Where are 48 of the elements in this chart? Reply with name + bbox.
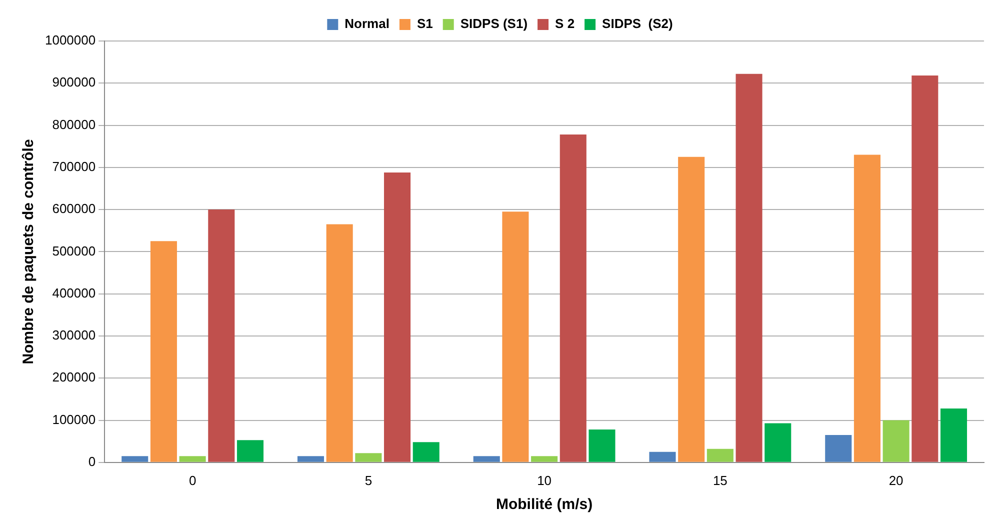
bar bbox=[355, 453, 382, 462]
bar bbox=[912, 76, 938, 462]
legend-label: SIDPS (S1) bbox=[460, 16, 528, 32]
y-tick-label: 0 bbox=[88, 454, 96, 469]
y-tick-label: 400000 bbox=[52, 285, 96, 300]
bar bbox=[531, 456, 558, 462]
legend-label: S 2 bbox=[555, 16, 575, 32]
bar bbox=[502, 212, 529, 462]
y-tick-label: 300000 bbox=[52, 328, 96, 343]
bar bbox=[882, 420, 910, 462]
y-tick-label: 700000 bbox=[52, 159, 96, 174]
y-tick-label: 500000 bbox=[52, 243, 96, 258]
bar bbox=[940, 408, 968, 462]
y-tick-label: 900000 bbox=[52, 74, 96, 90]
bar bbox=[208, 210, 235, 462]
bar bbox=[236, 440, 264, 462]
bar bbox=[649, 452, 676, 462]
y-tick-label: 800000 bbox=[52, 116, 96, 132]
bar bbox=[706, 448, 734, 462]
bar bbox=[297, 456, 324, 462]
bar bbox=[854, 154, 880, 462]
x-tick-label: 20 bbox=[888, 472, 904, 488]
bar bbox=[764, 423, 792, 462]
x-tick-label: 15 bbox=[712, 472, 728, 488]
bar bbox=[122, 456, 148, 462]
x-tick-label: 0 bbox=[188, 472, 196, 488]
y-tick-label: 100000 bbox=[52, 412, 96, 427]
bar bbox=[473, 456, 500, 462]
bar bbox=[825, 435, 852, 462]
x-tick-label: 5 bbox=[364, 472, 372, 488]
x-tick-label: 10 bbox=[537, 472, 552, 488]
bar bbox=[736, 74, 762, 462]
legend-label: Normal bbox=[344, 16, 390, 32]
legend-label: SIDPS (S2) bbox=[602, 16, 673, 32]
bar bbox=[588, 430, 616, 462]
y-tick-label: 1000000 bbox=[44, 32, 96, 48]
y-axis-title: Nombre de paquets de contrôle bbox=[20, 139, 38, 364]
legend-label: S1 bbox=[416, 16, 433, 32]
bar bbox=[326, 224, 353, 462]
y-tick-label: 600000 bbox=[52, 201, 96, 216]
x-axis-title: Mobilité (m/s) bbox=[496, 496, 593, 514]
bar bbox=[179, 456, 206, 462]
bar bbox=[412, 442, 440, 462]
bar bbox=[678, 156, 705, 462]
bar bbox=[150, 241, 177, 462]
bar bbox=[384, 172, 411, 462]
y-tick-label: 200000 bbox=[52, 370, 96, 385]
bar bbox=[560, 134, 586, 462]
